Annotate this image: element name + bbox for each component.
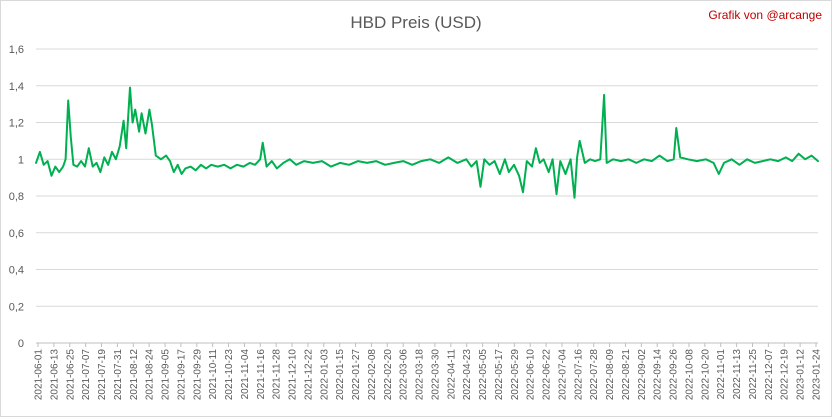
x-tick-label: 2022-07-16 xyxy=(573,349,584,401)
x-tick-label: 2022-05-29 xyxy=(510,349,521,401)
y-tick-label: 0 xyxy=(18,338,24,350)
x-tick-label: 2021-08-24 xyxy=(145,349,156,401)
y-axis-ticks: 0 0,2 0,4 0,6 0,8 1 1,2 1,4 1,6 xyxy=(9,44,24,350)
x-tick-label: 2022-11-13 xyxy=(732,349,743,400)
y-tick-label: 0,4 xyxy=(9,265,24,277)
x-tick-label: 2021-07-31 xyxy=(113,349,124,401)
x-tick-label: 2023-01-24 xyxy=(812,349,823,401)
x-tick-label: 2022-12-07 xyxy=(764,349,775,401)
x-tick-label: 2022-07-28 xyxy=(589,349,600,401)
x-tick-label: 2022-09-26 xyxy=(669,349,680,401)
y-tick-label: 0,6 xyxy=(9,228,24,240)
chart-credit: Grafik von @arcange xyxy=(708,8,822,22)
x-tick-label: 2021-06-25 xyxy=(65,349,76,401)
x-tick-label: 2023-01-12 xyxy=(796,349,807,401)
x-tick-label: 2022-10-20 xyxy=(700,349,711,401)
y-tick-label: 0,8 xyxy=(9,191,24,203)
x-tick-label: 2022-06-10 xyxy=(526,349,537,401)
x-tick-label: 2022-11-01 xyxy=(716,349,727,400)
x-tick-label: 2021-08-12 xyxy=(129,349,140,401)
x-tick-label: 2022-04-23 xyxy=(462,349,473,401)
y-tick-label: 1,2 xyxy=(9,118,24,130)
x-tick-label: 2022-01-27 xyxy=(351,349,362,401)
x-tick-label: 2021-10-11 xyxy=(208,349,219,400)
y-tick-label: 1,6 xyxy=(9,44,24,56)
x-axis-ticks: 2021-06-01 2021-06-13 2021-06-25 2021-07-07… xyxy=(34,342,823,401)
x-tick-label: 2022-02-08 xyxy=(367,349,378,401)
x-tick-label: 2021-06-01 xyxy=(34,349,45,401)
x-tick-label: 2021-09-17 xyxy=(176,349,187,401)
x-tick-label: 2021-09-29 xyxy=(192,349,203,401)
x-tick-label: 2022-01-15 xyxy=(335,349,346,401)
x-tick-label: 2022-02-20 xyxy=(383,349,394,401)
x-tick-label: 2021-09-05 xyxy=(161,349,172,401)
y-tick-label: 1 xyxy=(18,154,24,166)
x-tick-label: 2022-05-05 xyxy=(478,349,489,401)
series-line-hbd-price xyxy=(35,86,819,199)
x-tick-label: 2021-10-23 xyxy=(224,349,235,401)
y-tick-label: 0,2 xyxy=(9,301,24,313)
x-tick-label: 2021-07-19 xyxy=(97,349,108,401)
x-tick-label: 2022-01-03 xyxy=(319,349,330,401)
x-tick-label: 2022-08-21 xyxy=(621,349,632,401)
y-tick-label: 1,4 xyxy=(9,81,24,93)
x-tick-label: 2022-03-30 xyxy=(430,349,441,401)
x-tick-label: 2022-03-06 xyxy=(399,349,410,401)
x-tick-label: 2022-10-08 xyxy=(684,349,695,401)
x-tick-label: 2021-11-16 xyxy=(256,349,267,400)
x-tick-label: 2022-06-22 xyxy=(542,349,553,401)
x-tick-label: 2022-09-14 xyxy=(653,349,664,401)
x-tick-label: 2022-03-18 xyxy=(415,349,426,401)
x-tick-label: 2021-11-28 xyxy=(272,349,283,400)
x-tick-label: 2021-12-22 xyxy=(303,349,314,401)
x-tick-label: 2022-12-19 xyxy=(780,349,791,401)
x-tick-label: 2022-11-25 xyxy=(748,349,759,400)
x-tick-label: 2022-09-02 xyxy=(637,349,648,401)
x-tick-label: 2021-06-13 xyxy=(49,349,60,401)
series-layer xyxy=(35,86,819,199)
x-tick-label: 2022-05-17 xyxy=(494,349,505,401)
x-tick-label: 2022-07-04 xyxy=(557,349,568,401)
x-tick-label: 2021-12-10 xyxy=(288,349,299,401)
x-tick-label: 2022-04-11 xyxy=(446,349,457,400)
x-tick-label: 2022-08-09 xyxy=(605,349,616,401)
x-tick-label: 2021-11-04 xyxy=(240,349,251,400)
gridlines xyxy=(36,48,818,344)
x-tick-label: 2021-07-07 xyxy=(81,349,92,401)
chart-title: HBD Preis (USD) xyxy=(350,13,482,32)
